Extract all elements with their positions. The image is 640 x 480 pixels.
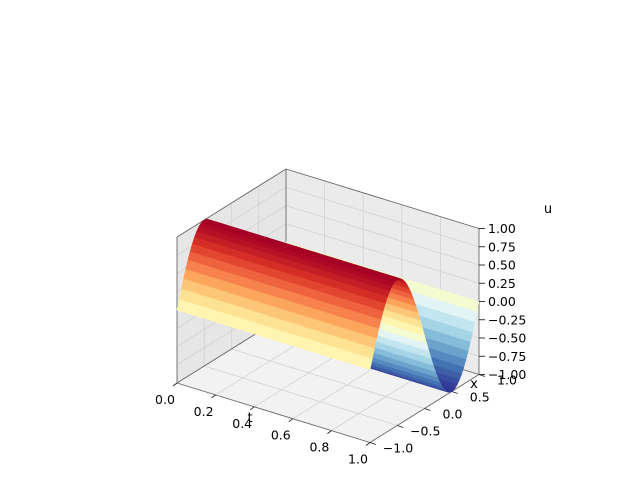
- x-tick-mark: [397, 425, 404, 428]
- u-tick-label: −1.00: [488, 367, 526, 382]
- t-tick-mark: [211, 394, 216, 399]
- u-tick-label: 0.00: [488, 294, 516, 309]
- surface-mesh: [176, 218, 480, 393]
- t-tick-mark: [288, 418, 294, 423]
- t-tick-mark: [249, 406, 255, 411]
- t-tick-label: 0.4: [232, 416, 252, 431]
- x-tick-mark: [369, 442, 377, 445]
- u-tick-label: −0.25: [488, 312, 526, 327]
- t-axis-label: t: [247, 411, 252, 426]
- axes-ticks: 0.00.20.40.60.81.0−1.0−0.50.00.51.0−1.00…: [155, 221, 526, 467]
- x-axis-label: x: [470, 377, 478, 392]
- x-tick-label: 1.0: [497, 373, 517, 388]
- u-tick-label: 0.75: [488, 239, 516, 254]
- gridline-back-u: [285, 186, 480, 248]
- t-tick-mark: [365, 442, 371, 446]
- u-tick-label: 1.00: [488, 221, 516, 236]
- t-tick-label: 0.2: [194, 404, 214, 419]
- t-tick-label: 1.0: [348, 452, 368, 467]
- x-tick-label: 0.5: [470, 390, 490, 405]
- t-tick-label: 0.0: [155, 392, 175, 407]
- u-axis-label: u: [544, 202, 552, 217]
- t-tick-mark: [327, 430, 332, 434]
- t-tick-label: 0.6: [271, 428, 291, 443]
- x-tick-label: −0.5: [410, 424, 440, 439]
- gridline-floor-x: [204, 365, 398, 426]
- t-tick-label: 0.8: [309, 440, 329, 455]
- x-tick-label: −1.0: [383, 441, 413, 456]
- u-tick-label: 0.25: [488, 276, 516, 291]
- u-tick-label: −0.50: [488, 331, 526, 346]
- pane-edge: [176, 382, 371, 443]
- u-tick-label: 0.50: [488, 258, 516, 273]
- gridline-back-u: [285, 205, 480, 266]
- surface-facet: [362, 356, 373, 370]
- x-tick-mark: [424, 408, 431, 411]
- x-tick-mark: [451, 391, 458, 394]
- t-tick-mark: [172, 382, 178, 387]
- gridline-floor-x: [231, 348, 425, 409]
- x-tick-label: 0.0: [443, 407, 463, 422]
- pane-edge: [285, 168, 480, 229]
- gridline-back-u: [285, 223, 480, 284]
- u-tick-label: −0.75: [488, 349, 526, 364]
- pane-edge: [176, 168, 287, 238]
